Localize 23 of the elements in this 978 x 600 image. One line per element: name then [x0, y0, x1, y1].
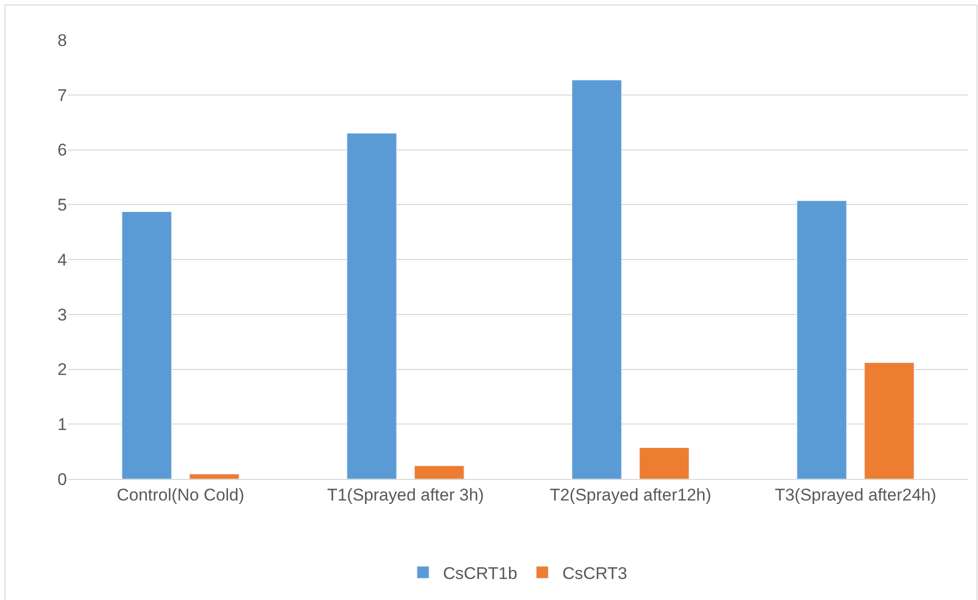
bar: [346, 133, 397, 479]
y-tick-label: 1: [58, 415, 67, 434]
x-tick-label: T1(Sprayed after 3h): [327, 485, 484, 504]
bar: [122, 212, 172, 479]
y-tick-label: 0: [58, 470, 67, 489]
legend-label: CsCRT3: [562, 564, 628, 583]
y-tick-label: 2: [58, 360, 67, 380]
bar: [639, 447, 690, 479]
y-tick-label: 3: [58, 305, 67, 324]
y-tick-label: 8: [58, 30, 67, 50]
bar: [414, 466, 464, 479]
x-tick-label: T3(Sprayed after24h): [774, 485, 936, 504]
bar: [189, 474, 240, 479]
y-tick-label: 6: [58, 140, 67, 160]
bar: [864, 362, 914, 479]
legend-label: CsCRT1b: [443, 564, 518, 583]
y-tick-label: 4: [58, 250, 67, 270]
x-tick-label: Control(No Cold): [116, 485, 244, 504]
y-tick-label: 5: [58, 196, 67, 215]
bar: [572, 80, 622, 479]
bar: [796, 200, 847, 479]
x-tick-label: T2(Sprayed after12h): [550, 485, 712, 504]
y-tick-label: 7: [58, 86, 67, 105]
